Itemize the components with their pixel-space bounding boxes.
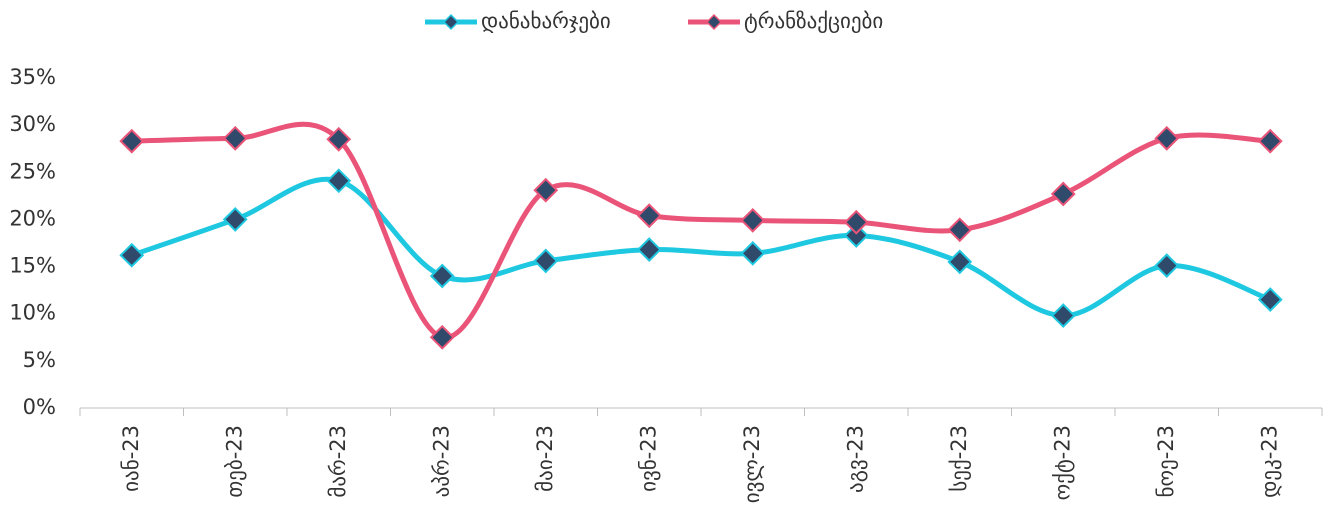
y-tick-label: 20% [9, 206, 56, 230]
y-tick-label: 15% [9, 254, 56, 278]
marker [947, 249, 973, 275]
marker [222, 125, 248, 151]
marker [533, 177, 559, 203]
legend-marker [705, 13, 723, 31]
x-tick-label: მარ-23 [326, 425, 350, 498]
marker [636, 203, 662, 229]
y-tick-label: 35% [9, 65, 56, 89]
x-tick-label: დეკ-23 [1257, 425, 1281, 498]
y-tick-label: 25% [9, 159, 56, 183]
legend-marker [442, 13, 460, 31]
marker [1050, 303, 1076, 329]
x-tick-label: სექ-23 [947, 425, 971, 492]
marker [1154, 253, 1180, 279]
series-line [130, 176, 1272, 319]
x-tick-label: აპრ-23 [429, 425, 453, 497]
marker [326, 168, 352, 194]
marker [1257, 128, 1283, 154]
marker [947, 217, 973, 243]
x-tick-label: ოქტ-23 [1050, 425, 1074, 500]
marker [429, 324, 455, 350]
y-tick-label: 30% [9, 112, 56, 136]
marker [1257, 287, 1283, 312]
marker [326, 126, 352, 152]
x-tick-label: ნოე-23 [1154, 425, 1178, 497]
marker [740, 240, 766, 266]
x-tick-label: ივლ-23 [740, 425, 764, 503]
y-tick-label: 0% [23, 395, 56, 419]
legend-label: დანახარჯები [481, 9, 611, 33]
marker [740, 207, 766, 233]
marker [636, 237, 662, 263]
marker [1154, 125, 1180, 151]
marker [1050, 181, 1076, 207]
series-line [131, 121, 1271, 340]
legend-label: ტრანზაქციები [744, 9, 883, 33]
x-tick-label: აგვ-23 [843, 425, 867, 493]
marker [429, 263, 455, 289]
x-tick-label: მაი-23 [533, 425, 557, 492]
marker [843, 209, 869, 235]
x-tick-label: ივნ-23 [636, 425, 660, 492]
x-tick-label: იან-23 [119, 425, 143, 492]
marker [533, 248, 559, 274]
marker [119, 242, 145, 268]
marker [119, 128, 145, 154]
marker [843, 223, 869, 248]
y-tick-label: 5% [23, 348, 56, 372]
x-tick-label: თებ-23 [222, 425, 246, 498]
y-tick-label: 10% [9, 301, 56, 325]
marker [222, 207, 248, 232]
